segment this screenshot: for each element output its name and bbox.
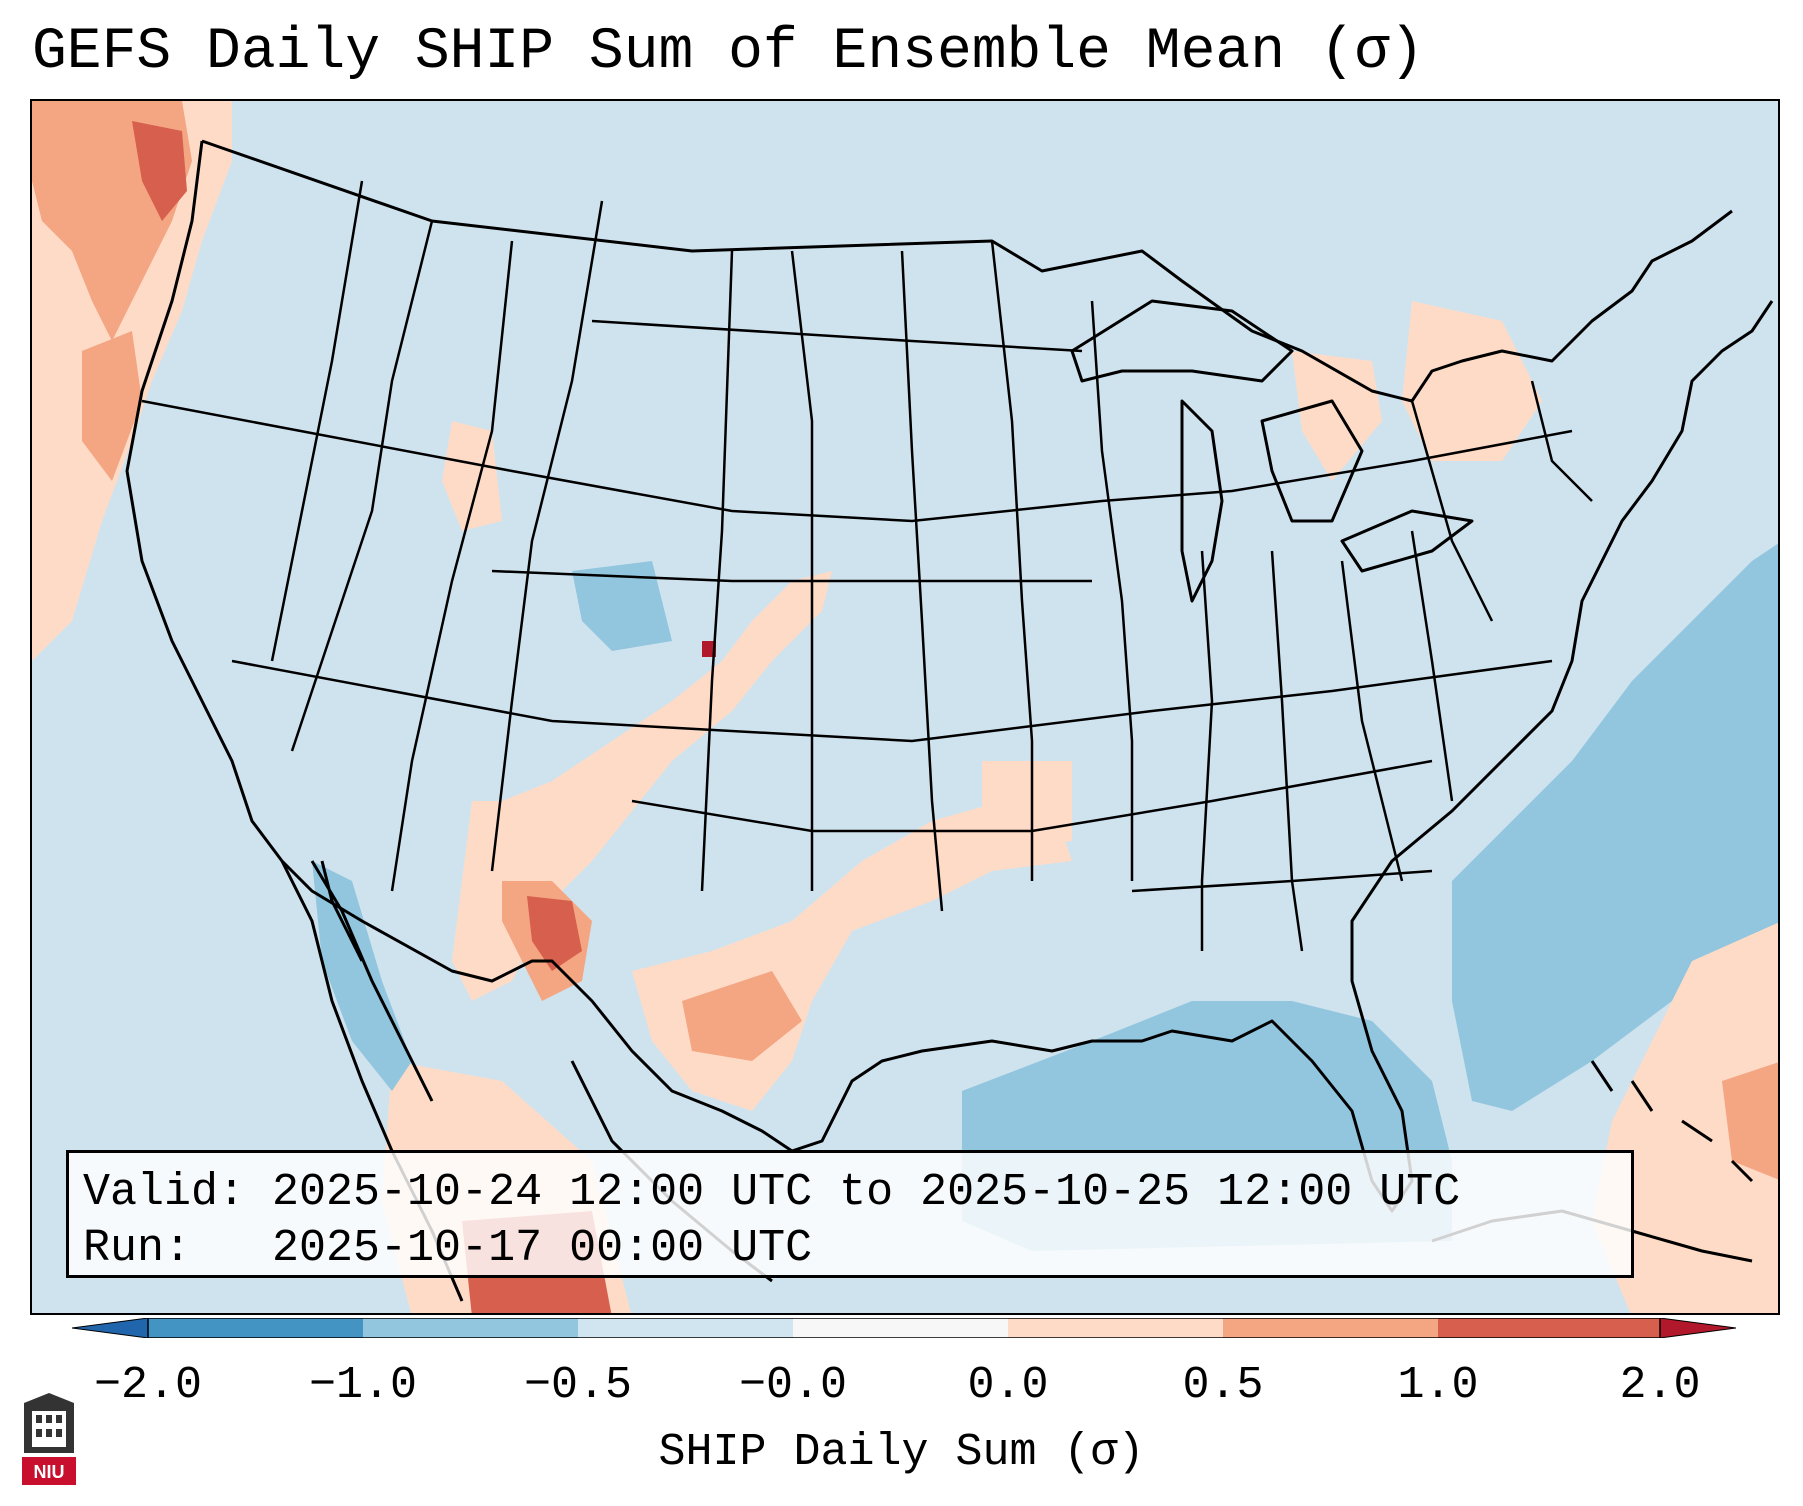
colorbar-segment <box>793 1318 1008 1338</box>
colorbar-segment <box>1223 1318 1438 1338</box>
validity-info-box: Valid: 2025-10-24 12:00 UTC to 2025-10-2… <box>66 1150 1634 1278</box>
state-line <box>1410 400 1494 622</box>
state-line <box>1131 869 1433 893</box>
map-frame <box>30 99 1780 1315</box>
state-line <box>491 569 1092 583</box>
patch-chihuahua-red <box>527 896 582 971</box>
patch-arkansas <box>982 761 1072 851</box>
colorbar-segment <box>578 1318 793 1338</box>
state-line <box>1340 560 1404 882</box>
colorbar-segment <box>363 1318 578 1338</box>
patch-pacific-offshore <box>82 331 142 481</box>
state-line <box>141 399 1573 523</box>
state-line <box>290 220 434 752</box>
state-line <box>390 240 514 892</box>
lake-erie <box>1340 509 1474 573</box>
state-line <box>1410 530 1454 802</box>
colorbar-tick-label: −0.0 <box>738 1360 848 1411</box>
niu-logo-icon: NIU <box>22 1393 76 1485</box>
coastlines-borders <box>125 139 1774 1302</box>
ship-map <box>32 101 1778 1313</box>
colorbar-segment <box>148 1318 363 1338</box>
baja-outline <box>310 860 434 1102</box>
state-line <box>1090 300 1134 881</box>
state-line <box>700 250 734 892</box>
state-line <box>1270 550 1304 952</box>
colorbar-tick-label: 0.5 <box>1182 1360 1264 1411</box>
state-lines <box>141 180 1593 952</box>
niu-logo-text: NIU <box>34 1462 65 1482</box>
state-line <box>631 759 1433 833</box>
state-line <box>790 250 814 891</box>
colorbar-tick-label: 1.0 <box>1397 1360 1479 1411</box>
patch-caribbean-warm <box>1592 922 1778 1313</box>
state-line <box>990 240 1034 881</box>
patch-baja-cool <box>312 861 412 1091</box>
lake-huron <box>1260 399 1364 523</box>
patch-colorado-red <box>702 641 716 657</box>
patch-caribbean-strong <box>1722 1062 1778 1180</box>
colorbar <box>72 1318 1736 1338</box>
patch-pacific-nw-red <box>132 121 187 221</box>
bahamas <box>1590 1060 1754 1183</box>
colorbar-segment <box>1438 1318 1660 1338</box>
us-outline <box>125 140 1774 1213</box>
colorbar-tick-label: 0.0 <box>967 1360 1049 1411</box>
state-line <box>1200 550 1214 951</box>
state-line <box>900 250 944 912</box>
colorbar-tick-label: −1.0 <box>308 1360 418 1411</box>
state-line <box>1530 380 1593 502</box>
lake-michigan <box>1180 399 1224 603</box>
state-line <box>490 200 604 872</box>
colorbar-tick-label: 2.0 <box>1619 1360 1701 1411</box>
state-line <box>270 180 364 662</box>
colorbar-label: SHIP Daily Sum (σ) <box>658 1427 1145 1478</box>
patch-texas-core <box>682 971 802 1061</box>
page-title: GEFS Daily SHIP Sum of Ensemble Mean (σ) <box>32 20 1425 85</box>
colorbar-tick-label: −2.0 <box>93 1360 203 1411</box>
colorbar-extend-low <box>72 1318 149 1338</box>
patch-colorado-cool <box>572 561 672 651</box>
valid-line: Valid: 2025-10-24 12:00 UTC to 2025-10-2… <box>83 1167 1461 1218</box>
run-line: Run: 2025-10-17 00:00 UTC <box>83 1223 813 1274</box>
patch-new-england <box>1402 301 1542 461</box>
state-line <box>231 659 1553 743</box>
map-background <box>32 101 1778 1313</box>
colorbar-tick-label: −0.5 <box>523 1360 633 1411</box>
canada-border <box>201 139 1733 403</box>
lake-superior <box>1070 299 1294 383</box>
colorbar-segment <box>1008 1318 1223 1338</box>
state-line <box>591 319 1083 353</box>
colorbar-extend-high <box>1659 1318 1736 1338</box>
